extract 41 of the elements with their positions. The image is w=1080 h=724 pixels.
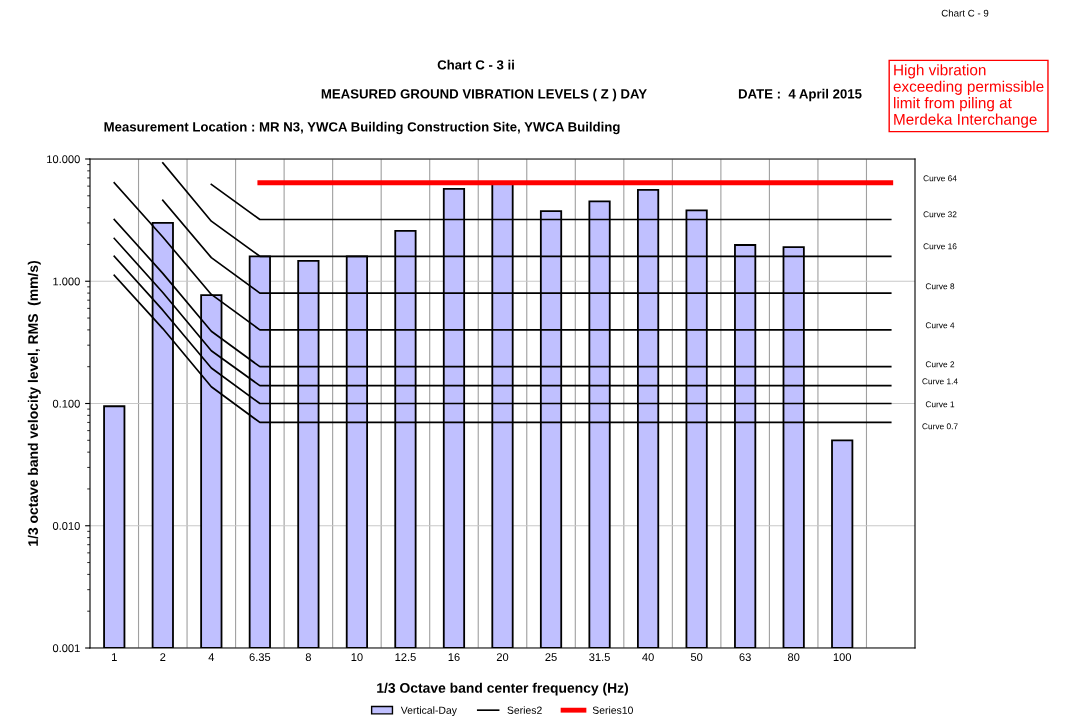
- legend-label: Vertical-Day: [400, 706, 457, 716]
- legend-label: Series2: [507, 706, 542, 714]
- text: Curve 1: [925, 401, 955, 408]
- x-tick-label: 31.5: [589, 653, 610, 662]
- text: Curve 8: [925, 283, 955, 290]
- text: Curve 32: [923, 211, 957, 218]
- x-tick-label: 40: [642, 653, 654, 662]
- text: Curve 1.4: [922, 378, 958, 385]
- x-tick-label: 63: [739, 653, 751, 662]
- text: Curve 4: [925, 322, 955, 329]
- legend-label: Series10: [592, 706, 633, 714]
- x-tick-label: 16: [448, 653, 460, 662]
- y-tick-label: 10.000: [47, 155, 80, 164]
- y-axis-title: 1/3 octave band velocity level, RMS (mm/s): [27, 261, 41, 546]
- text: High vibration exceeding permissible limit from piling at Merdeka Interchange: [893, 64, 1044, 128]
- y-tick-label: 1.000: [53, 277, 80, 286]
- chart-title: Chart C - 3 ii: [437, 59, 514, 70]
- text: DATE : 4 April 2015: [738, 88, 862, 102]
- y-tick-label: 0.010: [52, 522, 80, 530]
- text: Measurement Location : MR N3, YWCA Building Construction Site, YWCA Building: [104, 121, 620, 135]
- text: Chart C - 9: [941, 9, 989, 17]
- x-tick-label: 2: [160, 653, 166, 661]
- x-tick-label: 100: [833, 653, 852, 662]
- x-tick-label: 12.5: [395, 653, 416, 662]
- text: Curve 0.7: [922, 423, 958, 430]
- x-tick-label: 10: [351, 653, 363, 662]
- x-tick-label: 80: [787, 653, 800, 662]
- y-tick-label: 0.100: [52, 399, 80, 408]
- text: Curve 16: [923, 243, 957, 250]
- x-axis-title: 1/3 Octave band center frequency (Hz): [377, 682, 629, 696]
- x-tick-label: 8: [305, 653, 311, 662]
- x-tick-label: 4: [208, 653, 215, 661]
- x-tick-label: 50: [690, 653, 703, 662]
- text: Curve 2: [925, 361, 955, 368]
- y-tick-label: 0.001: [52, 644, 80, 653]
- x-tick-label: 20: [496, 653, 509, 662]
- x-tick-label: 6.35: [249, 653, 271, 662]
- x-tick-label: 25: [545, 653, 557, 662]
- x-tick-label: 1: [112, 653, 117, 661]
- text: Curve 64: [923, 175, 957, 182]
- chart-subtitle: MEASURED GROUND VIBRATION LEVELS ( Z ) DAY: [321, 88, 647, 102]
